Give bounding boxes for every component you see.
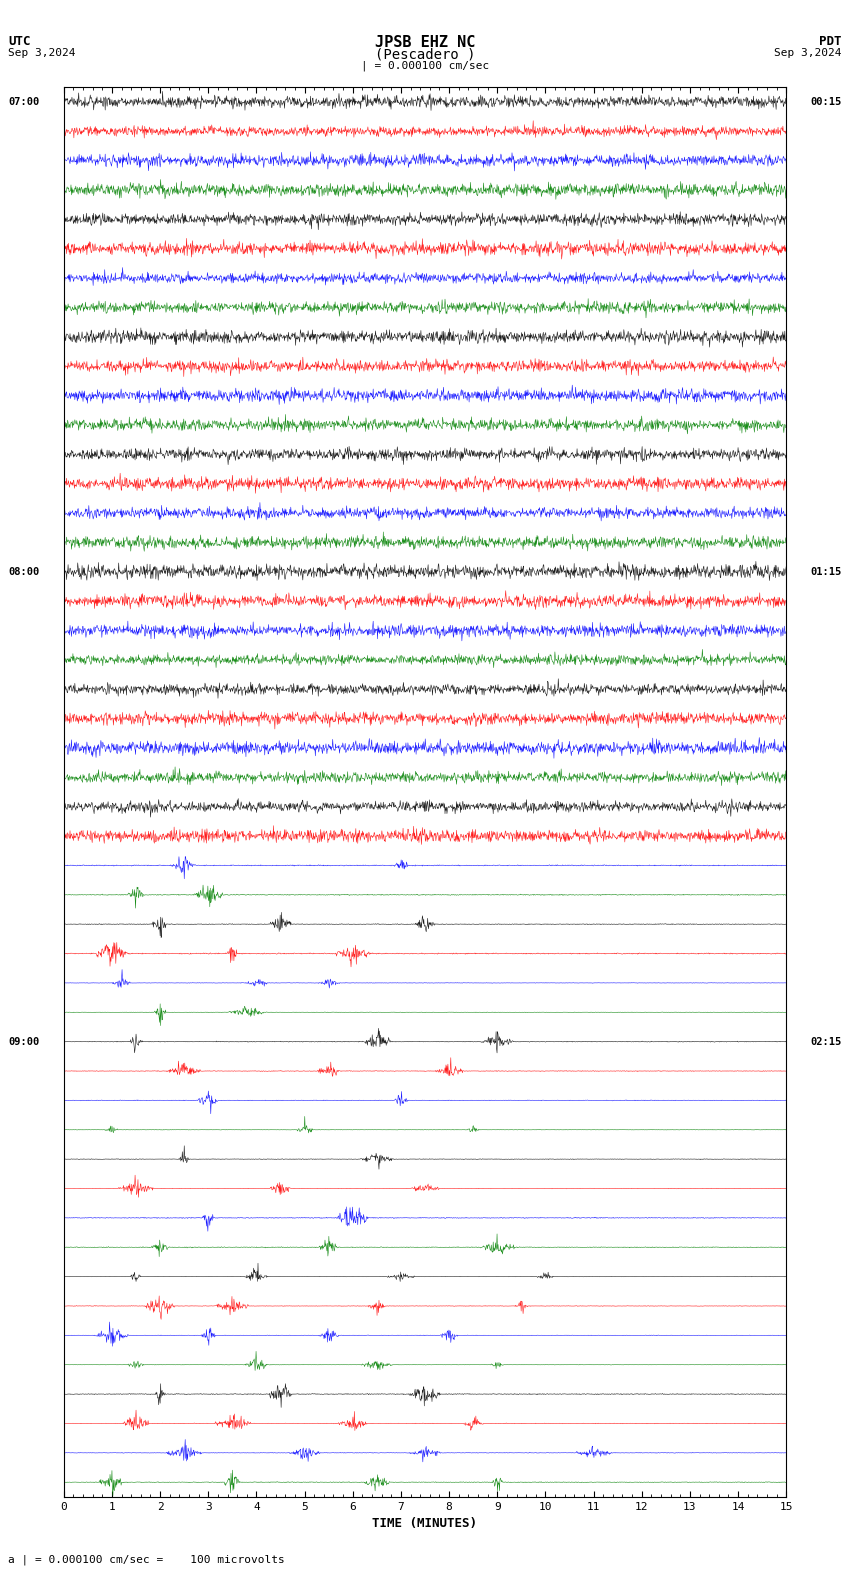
- Text: | = 0.000100 cm/sec: | = 0.000100 cm/sec: [361, 60, 489, 71]
- Text: 00:15: 00:15: [810, 97, 842, 106]
- X-axis label: TIME (MINUTES): TIME (MINUTES): [372, 1517, 478, 1530]
- Text: 09:00: 09:00: [8, 1036, 40, 1047]
- Text: 08:00: 08:00: [8, 567, 40, 577]
- Text: Sep 3,2024: Sep 3,2024: [8, 48, 76, 57]
- Text: Sep 3,2024: Sep 3,2024: [774, 48, 842, 57]
- Text: PDT: PDT: [819, 35, 842, 48]
- Text: (Pescadero ): (Pescadero ): [375, 48, 475, 62]
- Text: a | = 0.000100 cm/sec =    100 microvolts: a | = 0.000100 cm/sec = 100 microvolts: [8, 1554, 286, 1565]
- Text: 02:15: 02:15: [810, 1036, 842, 1047]
- Text: 01:15: 01:15: [810, 567, 842, 577]
- Text: JPSB EHZ NC: JPSB EHZ NC: [375, 35, 475, 49]
- Text: 07:00: 07:00: [8, 97, 40, 106]
- Text: UTC: UTC: [8, 35, 31, 48]
